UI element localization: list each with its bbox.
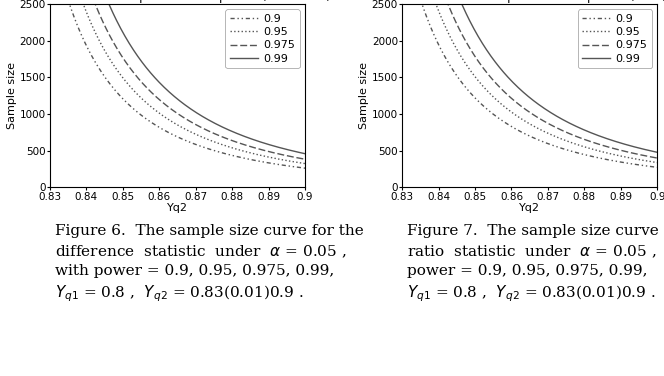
Y-axis label: Sample size: Sample size [7, 62, 17, 129]
X-axis label: Yq2: Yq2 [519, 203, 540, 213]
Legend: 0.9, 0.95, 0.975, 0.99: 0.9, 0.95, 0.975, 0.99 [225, 9, 299, 68]
X-axis label: Yq2: Yq2 [167, 203, 188, 213]
Title: Determination sample size for Yq1=0.8 (difference): Determination sample size for Yq1=0.8 (d… [25, 0, 330, 3]
Legend: 0.9, 0.95, 0.975, 0.99: 0.9, 0.95, 0.975, 0.99 [578, 9, 652, 68]
Text: Figure 6.  The sample size curve for the
difference  statistic  under  $\alpha$ : Figure 6. The sample size curve for the … [55, 224, 364, 305]
Title: Determination sample size for Yq1=0.8 (ratio): Determination sample size for Yq1=0.8 (r… [393, 0, 664, 3]
Y-axis label: Sample size: Sample size [359, 62, 369, 129]
Text: Figure 7.  The sample size curve for the
ratio  statistic  under  $\alpha$ = 0.0: Figure 7. The sample size curve for the … [407, 224, 664, 305]
